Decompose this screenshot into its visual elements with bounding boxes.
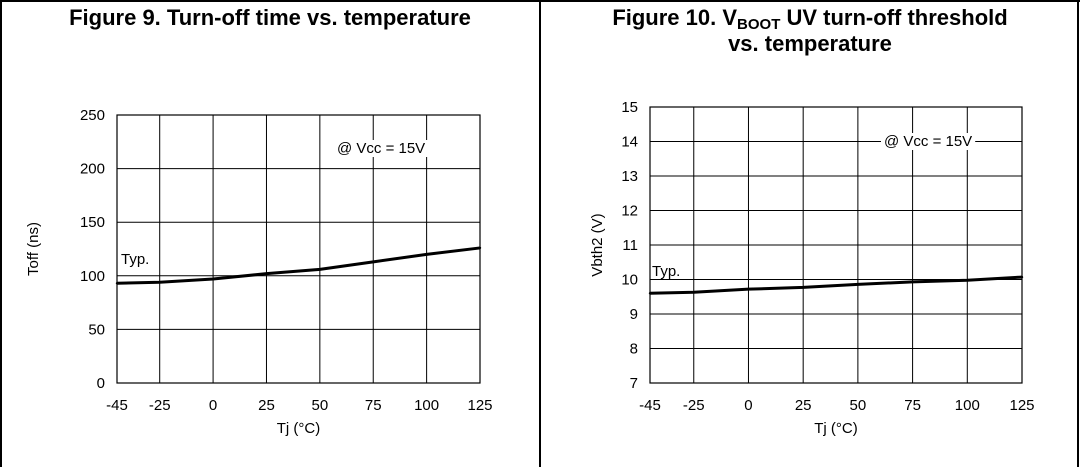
series-point — [211, 277, 215, 281]
figure-10-title: Figure 10. VBOOT UV turn-off threshold v… — [540, 5, 1080, 57]
series-point — [372, 260, 375, 264]
frame-divider — [539, 0, 541, 467]
y-tick-label: 100 — [80, 268, 105, 285]
y-tick-label: 11 — [622, 237, 638, 254]
annotation-text: @ Vcc = 15V — [337, 140, 425, 157]
y-tick-label: 13 — [621, 168, 638, 185]
x-tick-label: -45 — [639, 397, 661, 414]
y-tick-label: 14 — [621, 134, 638, 151]
y-tick-label: 0 — [97, 375, 105, 392]
y-tick-label: 200 — [80, 161, 105, 178]
x-tick-label: 100 — [955, 397, 980, 414]
series-point — [911, 280, 914, 284]
figure-10-title-line2: vs. temperature — [728, 31, 892, 56]
figure-9-title: Figure 9. Turn-off time vs. temperature — [69, 5, 471, 30]
series-line-typ — [116, 246, 481, 285]
x-tick-label: 25 — [795, 397, 812, 414]
y-tick-label: 7 — [630, 375, 638, 392]
series-point — [115, 282, 119, 285]
x-tick-label: -25 — [149, 397, 171, 414]
y-tick-label: 250 — [80, 107, 105, 124]
annotation-background — [881, 133, 976, 150]
x-tick-label: 50 — [850, 397, 867, 414]
x-tick-label: 125 — [1009, 397, 1034, 414]
figure-10-title-prefix: Figure 10. V — [612, 5, 738, 30]
y-tick-label: 12 — [621, 203, 638, 220]
x-tick-label: 0 — [744, 397, 752, 414]
series-point — [478, 246, 482, 250]
y-tick-label: 10 — [621, 272, 638, 289]
figure-10-title-subscript: BOOT — [737, 16, 781, 33]
series-point — [1020, 275, 1024, 279]
series-point — [801, 286, 805, 289]
annotation-background — [334, 140, 429, 157]
y-tick-label: 50 — [88, 321, 105, 338]
y-tick-label: 9 — [630, 306, 638, 323]
x-tick-label: -45 — [106, 397, 128, 414]
x-tick-label: 50 — [312, 397, 329, 414]
figure-9-chart: 0 50 100 150 200 250 -45 -25 0 25 50 75 100 125 Tj (°C… — [25, 107, 493, 437]
x-tick-label: 75 — [365, 397, 382, 414]
series-line-typ — [649, 275, 1023, 295]
figure-10-chart: 7 8 9 10 11 12 13 14 15 -45 -25 0 25 50 75 100 125 Tj (°C… — [589, 99, 1035, 437]
frame-right-border — [1077, 0, 1079, 467]
annotation-text: @ Vcc = 15V — [884, 133, 972, 150]
x-tick-label: 100 — [414, 397, 439, 414]
series-point — [747, 287, 750, 291]
y-axis-label: Toff (ns) — [25, 222, 42, 276]
x-axis-label: Tj (°C) — [277, 420, 320, 437]
frame-left-border — [0, 0, 2, 467]
y-tick-label: 15 — [621, 99, 638, 116]
x-tick-label: 75 — [904, 397, 921, 414]
series-point — [318, 268, 322, 271]
curve-label-typ: Typ. — [121, 251, 149, 268]
series-point — [966, 278, 969, 282]
figure-9-panel: Figure 9. Turn-off time vs. temperature … — [25, 5, 493, 437]
figure-10-panel: Figure 10. VBOOT UV turn-off threshold v… — [540, 0, 1080, 467]
y-tick-label: 8 — [630, 341, 638, 358]
series-point — [856, 283, 860, 286]
x-tick-label: -25 — [683, 397, 705, 414]
y-tick-label: 150 — [80, 214, 105, 231]
x-tick-label: 25 — [258, 397, 275, 414]
series-point — [648, 292, 652, 295]
x-tick-label: 0 — [209, 397, 217, 414]
series-point — [158, 281, 161, 284]
x-axis-label: Tj (°C) — [814, 420, 857, 437]
series-point — [425, 253, 428, 256]
series-point — [265, 272, 268, 275]
curve-label-typ: Typ. — [652, 263, 680, 280]
y-axis-label: Vbth2 (V) — [589, 213, 606, 276]
figure-10-title-suffix: UV turn-off threshold — [780, 5, 1008, 30]
plot-area-border — [649, 106, 1023, 384]
series-point — [692, 291, 695, 294]
x-tick-label: 125 — [467, 397, 492, 414]
